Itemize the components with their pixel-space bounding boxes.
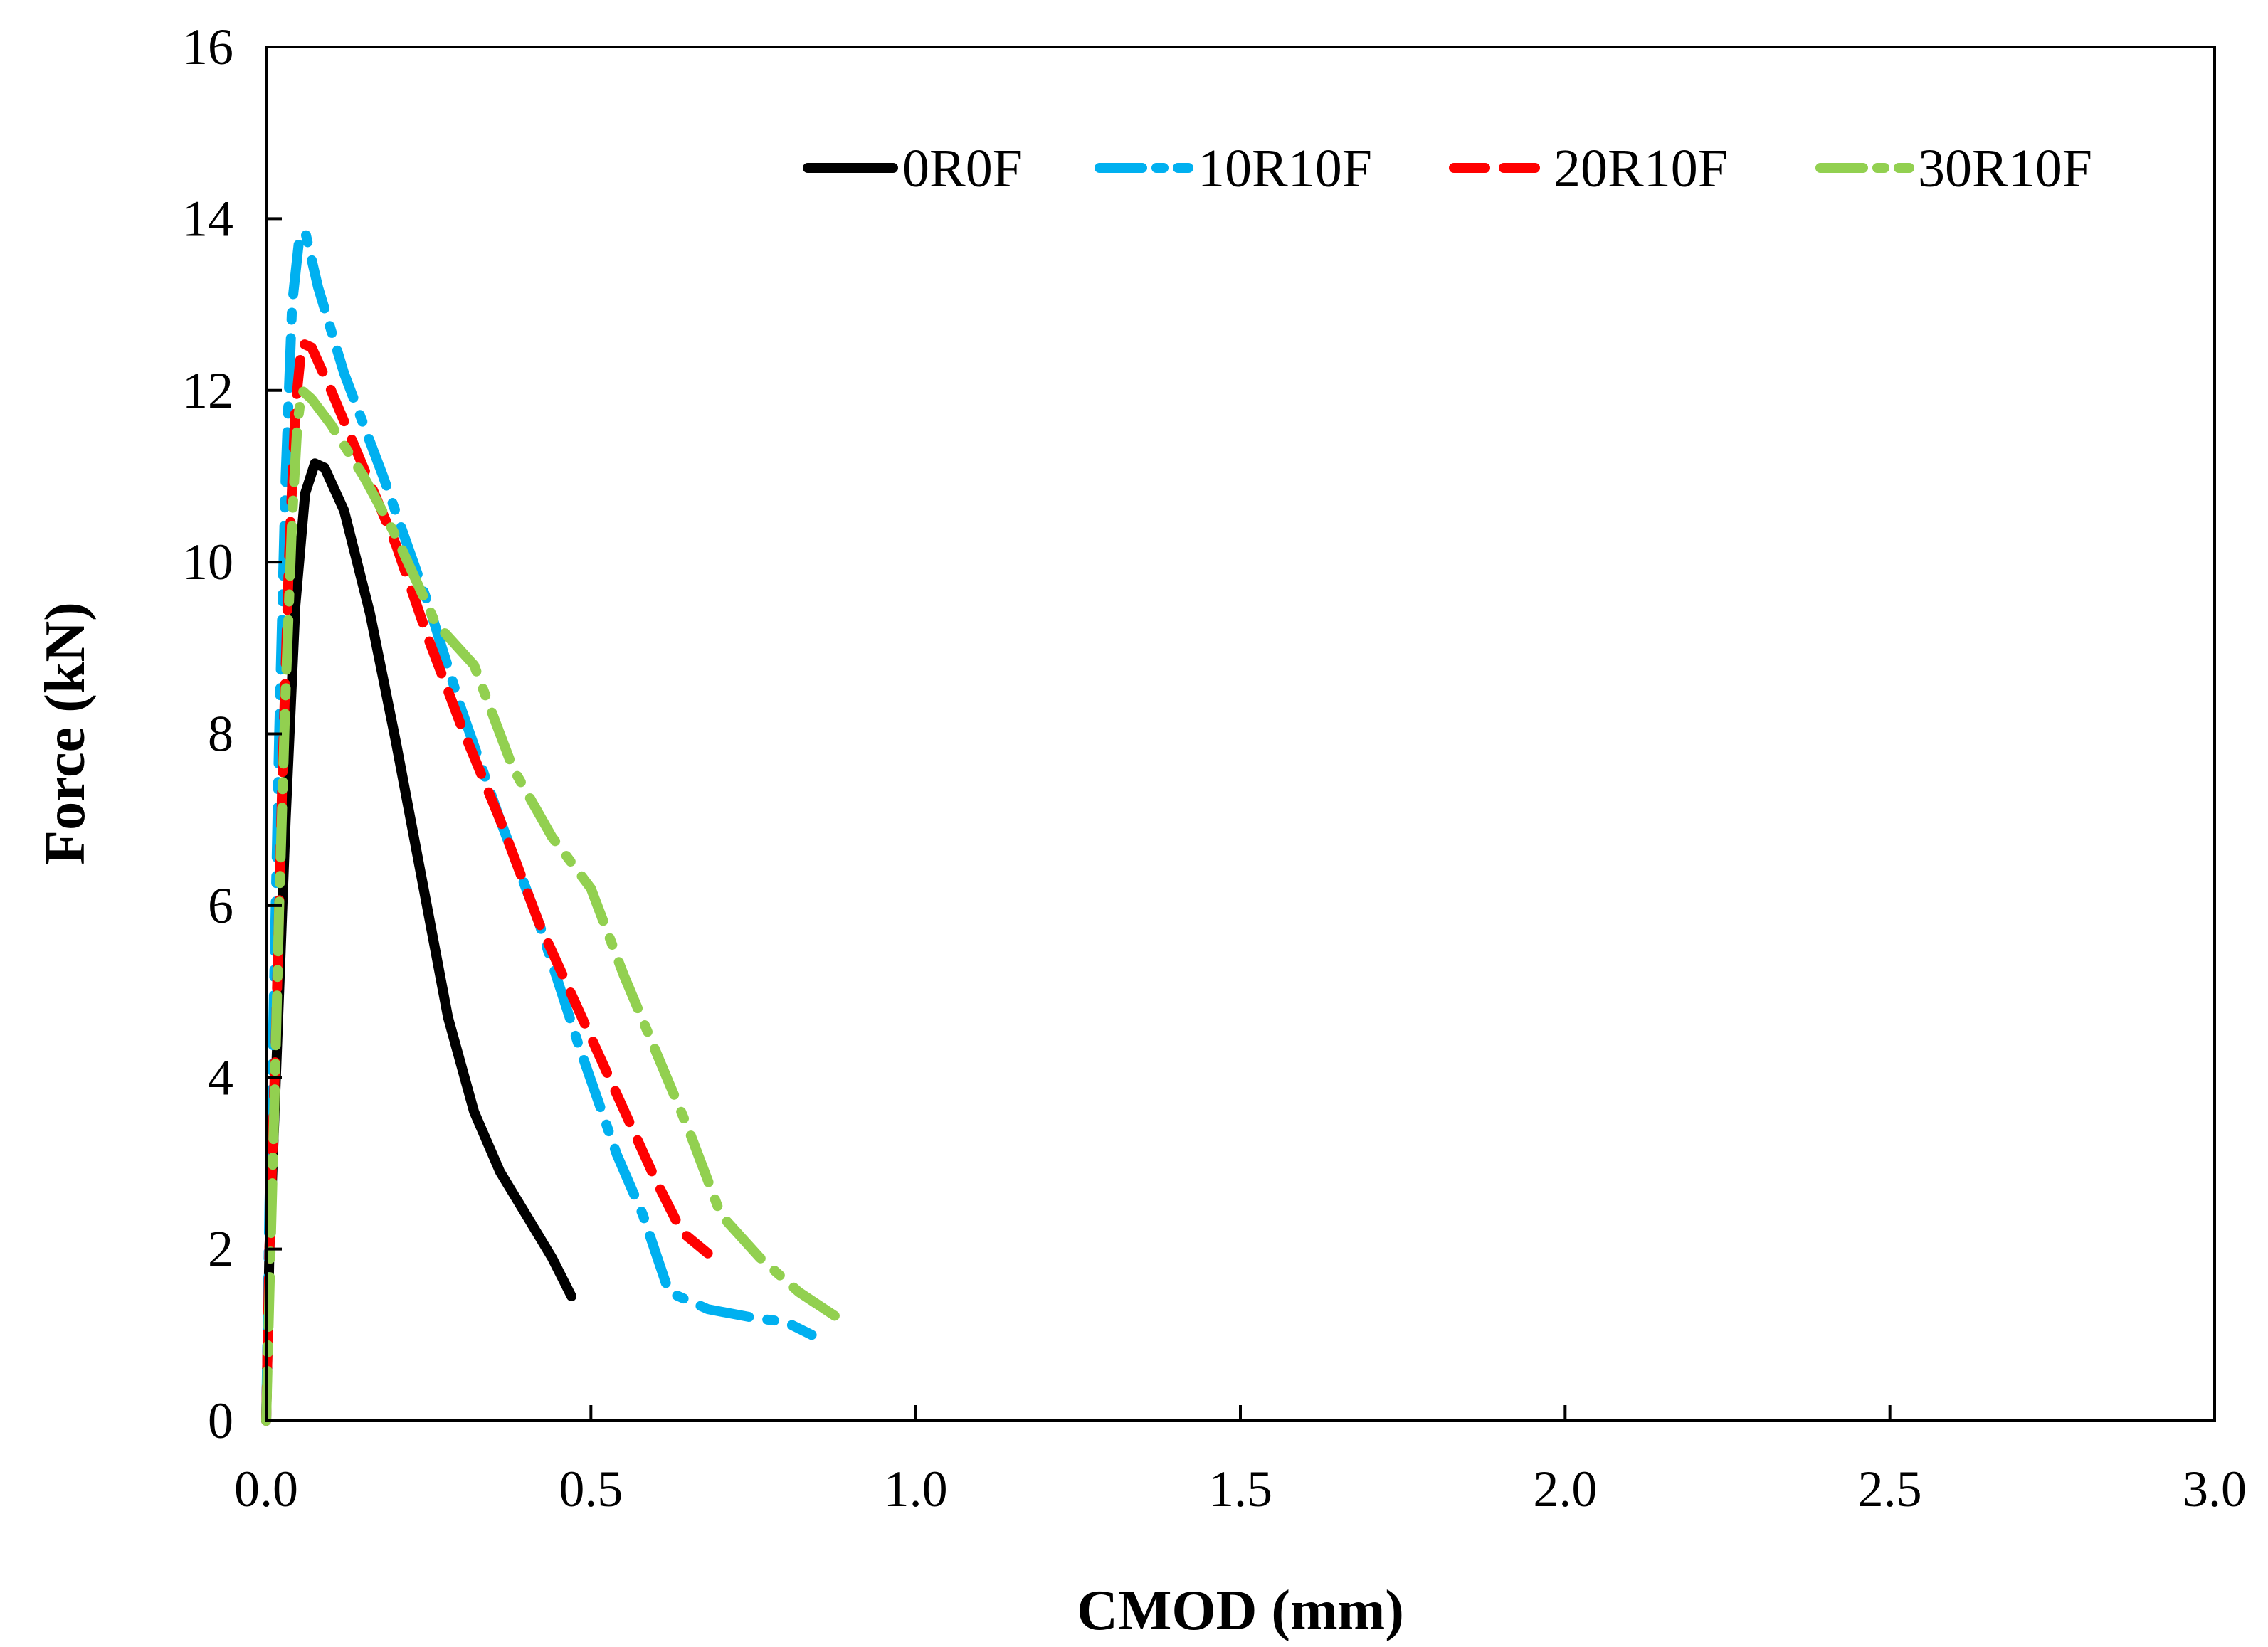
y-tick-label: 8 — [208, 706, 233, 763]
x-tick-label: 2.5 — [1858, 1461, 1922, 1518]
y-axis-ticks: 0 2 4 6 8 10 12 14 16 — [182, 18, 282, 1449]
x-tick-label: 2.0 — [1533, 1461, 1597, 1518]
y-tick-label: 0 — [208, 1392, 233, 1449]
legend-label-10r10f: 10R10F — [1198, 139, 1372, 198]
y-tick-label: 16 — [182, 18, 233, 75]
x-tick-label: 3.0 — [2183, 1461, 2247, 1518]
legend-label-0r0f: 0R0F — [902, 139, 1023, 198]
y-tick-label: 4 — [208, 1049, 233, 1106]
y-axis-title: Force (kN) — [34, 602, 97, 865]
x-axis-ticks: 0.0 0.5 1.0 1.5 2.0 2.5 3.0 — [234, 1405, 2247, 1518]
series-line-30r10f — [261, 385, 843, 1426]
y-tick-label: 14 — [182, 190, 233, 247]
x-tick-label: 0.5 — [559, 1461, 623, 1518]
y-tick-label: 2 — [208, 1221, 233, 1278]
x-axis-title: CMOD (mm) — [1077, 1579, 1404, 1642]
x-tick-label: 1.0 — [884, 1461, 948, 1518]
y-tick-label: 6 — [208, 877, 233, 934]
legend-label-30r10f: 30R10F — [1918, 139, 2092, 198]
legend: 0R0F 10R10F 20R10F 30R10F — [803, 139, 2092, 198]
x-tick-label: 1.5 — [1208, 1461, 1272, 1518]
legend-label-20r10f: 20R10F — [1554, 139, 1728, 198]
y-tick-label: 10 — [182, 534, 233, 591]
y-tick-label: 12 — [182, 362, 233, 419]
x-tick-label: 0.0 — [234, 1461, 298, 1518]
series-layer — [261, 226, 843, 1426]
series-line-10r10f — [261, 226, 817, 1426]
